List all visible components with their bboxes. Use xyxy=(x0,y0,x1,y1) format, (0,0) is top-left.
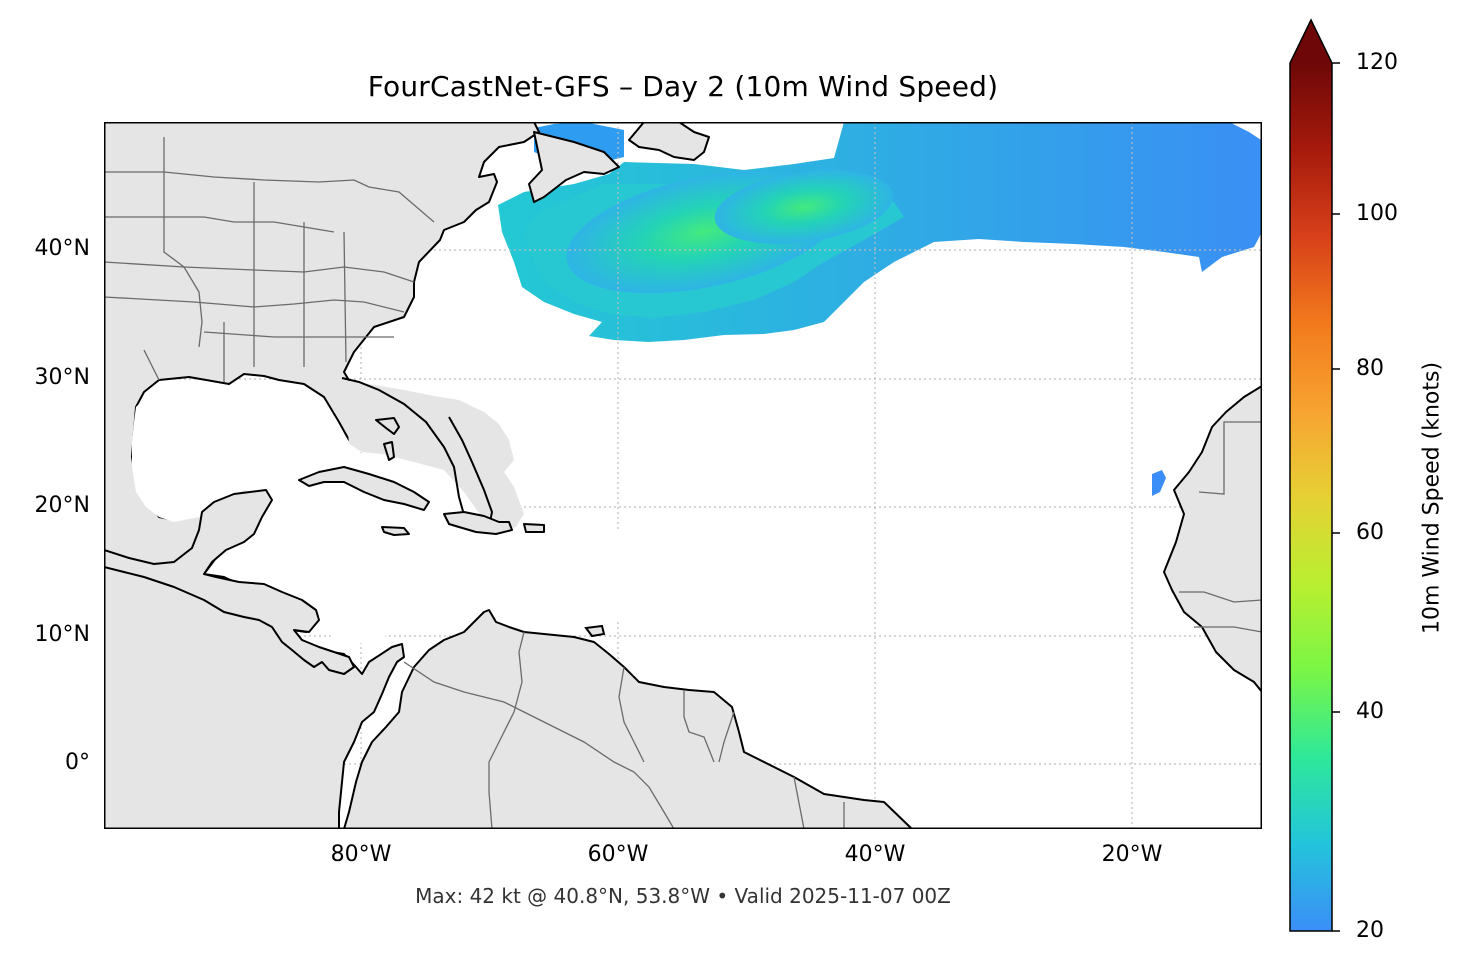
caribbean-islands xyxy=(298,417,545,536)
map-title: FourCastNet-GFS – Day 2 (10m Wind Speed) xyxy=(367,70,999,103)
lat-label-0: 0° xyxy=(65,750,90,775)
colorbar-ticks xyxy=(1332,62,1340,932)
lat-label-40n: 40°N xyxy=(34,236,90,261)
colorbar-tick-100: 100 xyxy=(1356,201,1398,226)
south-america-landmass xyxy=(343,609,913,829)
florida-coast xyxy=(341,377,494,532)
wind-speed-field xyxy=(498,122,1262,496)
colorbar-tick-80: 80 xyxy=(1356,356,1384,381)
lat-label-30n: 30°N xyxy=(34,365,90,390)
trinidad xyxy=(584,624,606,638)
map-canvas xyxy=(104,122,1262,829)
graticule xyxy=(104,122,1262,829)
colorbar-gradient xyxy=(1290,63,1332,931)
lat-label-10n: 10°N xyxy=(34,622,90,647)
colorbar-tick-40: 40 xyxy=(1356,699,1384,724)
colorbar-tick-60: 60 xyxy=(1356,520,1384,545)
colorbar-tick-20: 20 xyxy=(1356,918,1384,943)
colorbar-tick-120: 120 xyxy=(1356,50,1398,75)
map-frame xyxy=(104,122,1262,829)
florida-peninsula xyxy=(344,380,524,530)
colorbar xyxy=(1289,18,1340,932)
lon-label-60w: 60°W xyxy=(587,842,649,867)
africa-landmass xyxy=(1163,385,1262,693)
newfoundland xyxy=(628,122,710,161)
lon-label-80w: 80°W xyxy=(330,842,392,867)
map-panel xyxy=(104,122,1262,829)
lon-label-40w: 40°W xyxy=(844,842,906,867)
colorbar-label: 10m Wind Speed (knots) xyxy=(1419,361,1445,635)
nova-scotia xyxy=(528,131,620,203)
political-borders xyxy=(104,137,1262,829)
colorbar-extend-arrow xyxy=(1290,20,1332,63)
lon-label-20w: 20°W xyxy=(1101,842,1163,867)
central-america-landmass xyxy=(104,489,355,675)
gulf-of-mexico xyxy=(132,380,624,644)
lat-label-20n: 20°N xyxy=(34,493,90,518)
max-wind-caption: Max: 42 kt @ 40.8°N, 53.8°W • Valid 2025… xyxy=(415,884,951,908)
